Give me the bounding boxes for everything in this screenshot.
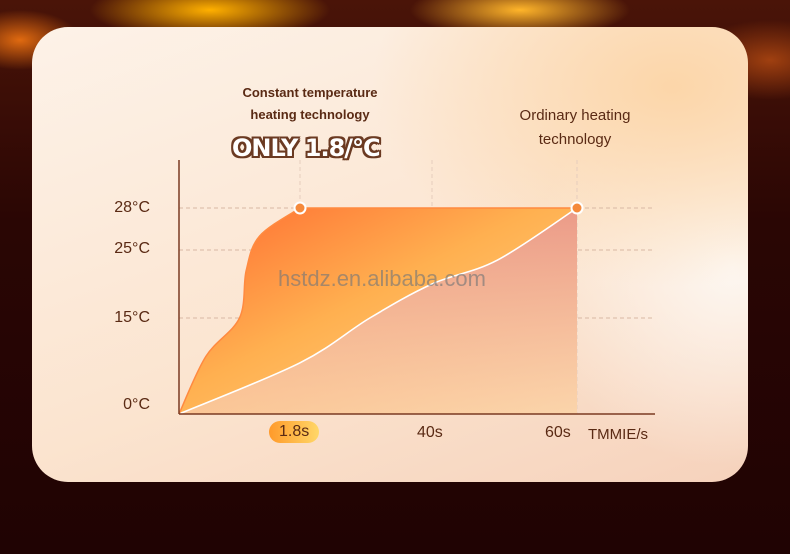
ordinary-title: Ordinary heating technology: [500, 104, 650, 152]
x-axis-label: TMMIE/s: [588, 426, 648, 443]
constant-title-line2: heating technology: [250, 107, 370, 122]
series-ordinary-area: [179, 208, 577, 414]
ordinary-title-line2: technology: [538, 131, 612, 148]
y-tick-15: 15°C: [114, 309, 150, 326]
ordinary-title-line1: Ordinary heating: [519, 107, 631, 124]
series-ordinary-line: [178, 207, 578, 415]
y-tick-0: 0°C: [123, 396, 150, 413]
constant-title-line1: Constant temperature: [242, 85, 378, 100]
x-tick-1-8s: 1.8s: [269, 421, 320, 443]
marker-point-1: [570, 201, 584, 215]
watermark: hstdz.en.alibaba.com: [278, 266, 486, 291]
marker-point-0: [293, 201, 307, 215]
x-tick-60s: 60s: [545, 424, 571, 441]
y-tick-25: 25°C: [114, 240, 150, 257]
highlight-text: ONLY 1.8/°C: [232, 134, 381, 162]
series-constant-line: [178, 207, 577, 415]
y-tick-28: 28°C: [114, 199, 150, 216]
constant-title: Constant temperature heating technology: [220, 82, 400, 126]
x-tick-40s: 40s: [417, 424, 443, 441]
